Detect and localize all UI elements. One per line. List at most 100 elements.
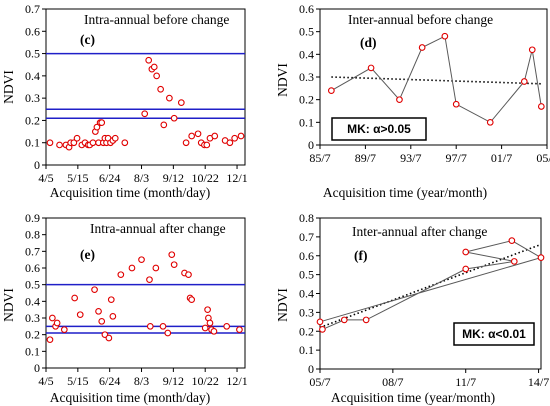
panel-e-chart: Intra-annual after change (e) Acquisitio… (1, 211, 248, 405)
panel-c-data-point (160, 121, 168, 129)
panel-c-data-point (194, 130, 202, 138)
panel-c-ytick-label: 0.3 (25, 91, 40, 105)
panel-f-data-point (362, 316, 370, 324)
panel-e-data-point (206, 319, 214, 327)
panel-f-chart: Inter-annual after change (f) Acquisitio… (275, 211, 549, 405)
panel-e-ylabel: NDVI (1, 288, 16, 322)
panel-e-data-point (76, 311, 84, 319)
panel-c-label: (c) (80, 32, 95, 47)
panel-e-data-point (109, 312, 117, 320)
panel-c-data-point (157, 85, 164, 93)
panel-e-data-point (105, 334, 113, 342)
panel-d-ytick-label: 0.5 (299, 25, 314, 39)
panel-c-xtick-label: 12/1 (226, 171, 247, 185)
panel-f-data-point (462, 248, 470, 256)
panel-e-data-point (152, 264, 160, 272)
panel-e-xtick-label: 6/24 (99, 374, 120, 388)
panel-c-data-point (237, 132, 245, 140)
panel-c-xtick-label: 10/22 (192, 171, 219, 185)
panel-f-xtick-label: 11/7 (455, 375, 476, 389)
panel-d-annotation-text: MK: α>0.05 (347, 122, 411, 136)
panel-d-xtick-label: 89/7 (355, 151, 376, 165)
panel-f-data-point (340, 316, 348, 324)
panel-f-ytick-label: 0.1 (299, 343, 314, 357)
panel-c-xtick-label: 6/24 (99, 171, 120, 185)
panel-d-chart: Inter-annual before change (d) Acquisiti… (275, 2, 550, 200)
panel-d-annotation-box (331, 117, 427, 141)
panel-e-data-point (188, 296, 196, 304)
panel-d-data-point (452, 100, 460, 108)
panel-f-data-point (316, 318, 324, 326)
panel-c-xtick-label: 9/12 (163, 171, 184, 185)
panel-d-ytick-label: 0.2 (299, 93, 314, 107)
panel-c-data-point (46, 139, 54, 147)
panel-f-ytick-label: 0.5 (299, 268, 314, 282)
panel-e-xtick-label: 10/22 (192, 374, 219, 388)
panel-e-xtick-label: 9/12 (163, 374, 184, 388)
panel-f-ytick-label: 0 (308, 362, 314, 376)
panel-d-data-point (328, 87, 335, 94)
panel-e-xtick-label: 4/5 (38, 374, 53, 388)
panel-e-ytick-label: 0.6 (25, 261, 40, 275)
panel-d-series-line (331, 35, 542, 123)
panel-d-xtick-label: 05/7 (536, 151, 550, 165)
panel-c-data-point (177, 99, 185, 106)
panel-e-ytick-label: 0.8 (25, 228, 40, 242)
panel-f-xlabel: Acquisition time (year/month) (331, 390, 495, 405)
panel-c-data-point (145, 56, 153, 64)
panel-c-chart: Intra-annual before change (c) Acquisiti… (1, 2, 248, 200)
panel-c-data-point (203, 141, 211, 149)
panel-c-data-point (73, 134, 81, 142)
panel-c-xlabel: Acquisition time (month/day) (50, 185, 210, 200)
panel-d-label: (d) (360, 35, 377, 50)
panel-f-annotation-box (453, 322, 535, 346)
panel-c-ytick-label: 0.1 (25, 136, 40, 150)
panel-e-data-point (60, 326, 68, 334)
panel-f-data-point (537, 254, 545, 261)
panel-e-xtick-label: 8/3 (134, 374, 149, 388)
panel-c-ytick-label: 0.2 (25, 113, 40, 127)
panel-e-frame (45, 217, 246, 369)
panel-c-data-point (153, 72, 160, 80)
panel-d-data-point (537, 103, 545, 110)
panel-e-ytick-label: 0.1 (25, 344, 40, 358)
panel-d-xtick-label: 01/7 (491, 151, 512, 165)
panel-e-data-point (201, 324, 209, 332)
panel-e-ytick-label: 0.3 (25, 311, 40, 325)
panel-f-ylabel: NDVI (275, 288, 290, 322)
panel-e-data-point (49, 314, 56, 322)
panel-e-data-point (98, 317, 106, 325)
panel-f-data-point (319, 326, 326, 333)
panel-e-data-point (204, 306, 211, 314)
panel-e-data-point (146, 276, 153, 284)
panel-e-data-point (236, 326, 243, 334)
panel-e-data-point (117, 271, 125, 279)
panel-c-data-point (226, 139, 234, 147)
panel-c-data-point (111, 134, 119, 142)
panel-e-data-point (46, 336, 54, 344)
panel-d-title: Inter-annual before change (348, 12, 493, 27)
panel-d-data-point (520, 78, 528, 85)
panel-f-ytick-label: 0.7 (299, 230, 314, 244)
panel-c-data-point (121, 139, 129, 147)
panel-c-data-point (141, 110, 149, 118)
panel-e-data-point (138, 256, 145, 264)
panel-c-ytick-label: 0.7 (25, 2, 40, 16)
panel-e-data-point (168, 251, 176, 259)
panel-e-data-point (128, 264, 136, 272)
panel-c-data-point (93, 123, 101, 131)
panel-c-ytick-label: 0.5 (25, 47, 40, 61)
panel-c-data-point (170, 114, 178, 122)
panel-e-label: (e) (80, 247, 95, 262)
panel-d-ylabel: NDVI (275, 63, 290, 97)
panel-f-ytick-label: 0.3 (299, 305, 314, 319)
panel-f-trend-line (319, 243, 542, 329)
panel-f-title: Inter-annual after change (352, 224, 487, 239)
panel-c-data-point (98, 119, 106, 127)
panel-f-ytick-label: 0.8 (299, 211, 314, 225)
panel-f-xtick-label: 08/7 (382, 375, 403, 389)
panel-f-data-point (508, 237, 516, 244)
panel-c-data-point (166, 94, 173, 102)
panel-c-title: Intra-annual before change (84, 12, 229, 27)
panel-c-data-point (56, 141, 63, 149)
